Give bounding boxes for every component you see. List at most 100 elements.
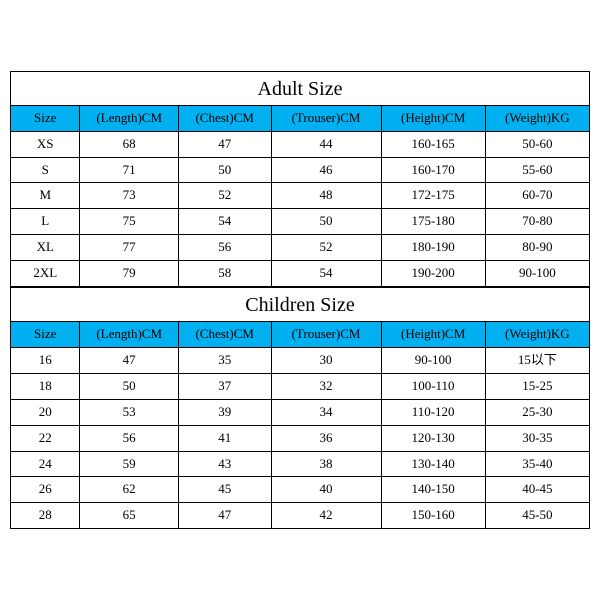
table-cell: 47	[178, 503, 271, 529]
col-header-weight: (Weight)KG	[485, 105, 589, 131]
table-cell: 54	[178, 209, 271, 235]
table-cell: 50	[178, 157, 271, 183]
col-header-length: (Length)CM	[80, 105, 178, 131]
table-cell: 50-60	[485, 131, 589, 157]
table-row: 22564136120-13030-35	[11, 425, 590, 451]
table-row: 18503732100-11015-25	[11, 373, 590, 399]
children-size-title: Children Size	[10, 287, 590, 321]
table-cell: 73	[80, 183, 178, 209]
table-cell: 48	[271, 183, 381, 209]
table-row: 28654742150-16045-50	[11, 503, 590, 529]
table-cell: 75	[80, 209, 178, 235]
table-cell: 41	[178, 425, 271, 451]
table-cell: 35	[178, 347, 271, 373]
table-cell: 52	[178, 183, 271, 209]
adult-size-table: Size (Length)CM (Chest)CM (Trouser)CM (H…	[10, 105, 590, 287]
col-header-weight: (Weight)KG	[485, 322, 589, 348]
table-cell: 77	[80, 235, 178, 261]
table-cell: 50	[80, 373, 178, 399]
table-cell: 46	[271, 157, 381, 183]
table-cell: M	[11, 183, 80, 209]
table-cell: 80-90	[485, 235, 589, 261]
table-header-row: Size (Length)CM (Chest)CM (Trouser)CM (H…	[11, 322, 590, 348]
col-header-chest: (Chest)CM	[178, 322, 271, 348]
table-cell: 160-165	[381, 131, 485, 157]
col-header-height: (Height)CM	[381, 105, 485, 131]
table-cell: 52	[271, 235, 381, 261]
table-cell: 45	[178, 477, 271, 503]
table-cell: 20	[11, 399, 80, 425]
table-row: XS684744160-16550-60	[11, 131, 590, 157]
table-cell: 100-110	[381, 373, 485, 399]
table-cell: 71	[80, 157, 178, 183]
table-cell: 56	[178, 235, 271, 261]
table-cell: 38	[271, 451, 381, 477]
col-header-trouser: (Trouser)CM	[271, 322, 381, 348]
table-cell: 18	[11, 373, 80, 399]
size-chart-sheet: Adult Size Size (Length)CM (Chest)CM (Tr…	[10, 71, 590, 529]
table-cell: 47	[178, 131, 271, 157]
table-cell: 24	[11, 451, 80, 477]
table-cell: 32	[271, 373, 381, 399]
table-cell: 15-25	[485, 373, 589, 399]
table-cell: 150-160	[381, 503, 485, 529]
table-cell: 30	[271, 347, 381, 373]
table-cell: 90-100	[381, 347, 485, 373]
table-cell: 34	[271, 399, 381, 425]
col-header-chest: (Chest)CM	[178, 105, 271, 131]
table-row: 24594338130-14035-40	[11, 451, 590, 477]
table-row: S715046160-17055-60	[11, 157, 590, 183]
table-cell: 54	[271, 261, 381, 287]
table-cell: 70-80	[485, 209, 589, 235]
table-cell: 39	[178, 399, 271, 425]
table-cell: 190-200	[381, 261, 485, 287]
table-cell: 15以下	[485, 347, 589, 373]
table-cell: 28	[11, 503, 80, 529]
children-size-table: Size (Length)CM (Chest)CM (Trouser)CM (H…	[10, 321, 590, 529]
col-header-size: Size	[11, 105, 80, 131]
table-cell: 110-120	[381, 399, 485, 425]
table-row: 20533934110-12025-30	[11, 399, 590, 425]
table-cell: 160-170	[381, 157, 485, 183]
table-row: XL775652180-19080-90	[11, 235, 590, 261]
table-cell: 45-50	[485, 503, 589, 529]
table-cell: 56	[80, 425, 178, 451]
table-row: 2XL795854190-20090-100	[11, 261, 590, 287]
table-row: 1647353090-10015以下	[11, 347, 590, 373]
table-cell: 40	[271, 477, 381, 503]
col-header-length: (Length)CM	[80, 322, 178, 348]
table-cell: 140-150	[381, 477, 485, 503]
table-row: M735248172-17560-70	[11, 183, 590, 209]
table-cell: 43	[178, 451, 271, 477]
table-cell: 22	[11, 425, 80, 451]
table-cell: 36	[271, 425, 381, 451]
table-cell: 90-100	[485, 261, 589, 287]
table-cell: XS	[11, 131, 80, 157]
table-cell: 68	[80, 131, 178, 157]
table-cell: 180-190	[381, 235, 485, 261]
table-row: 26624540140-15040-45	[11, 477, 590, 503]
table-cell: L	[11, 209, 80, 235]
table-cell: 58	[178, 261, 271, 287]
table-cell: 16	[11, 347, 80, 373]
table-cell: 42	[271, 503, 381, 529]
col-header-trouser: (Trouser)CM	[271, 105, 381, 131]
table-cell: 30-35	[485, 425, 589, 451]
col-header-size: Size	[11, 322, 80, 348]
table-cell: 35-40	[485, 451, 589, 477]
table-cell: 2XL	[11, 261, 80, 287]
adult-size-title: Adult Size	[10, 71, 590, 105]
table-cell: 175-180	[381, 209, 485, 235]
table-cell: 55-60	[485, 157, 589, 183]
table-cell: 25-30	[485, 399, 589, 425]
table-cell: 130-140	[381, 451, 485, 477]
col-header-height: (Height)CM	[381, 322, 485, 348]
table-cell: 62	[80, 477, 178, 503]
table-cell: 60-70	[485, 183, 589, 209]
table-cell: 50	[271, 209, 381, 235]
table-cell: 44	[271, 131, 381, 157]
table-cell: S	[11, 157, 80, 183]
table-cell: 26	[11, 477, 80, 503]
table-cell: 79	[80, 261, 178, 287]
table-cell: 47	[80, 347, 178, 373]
